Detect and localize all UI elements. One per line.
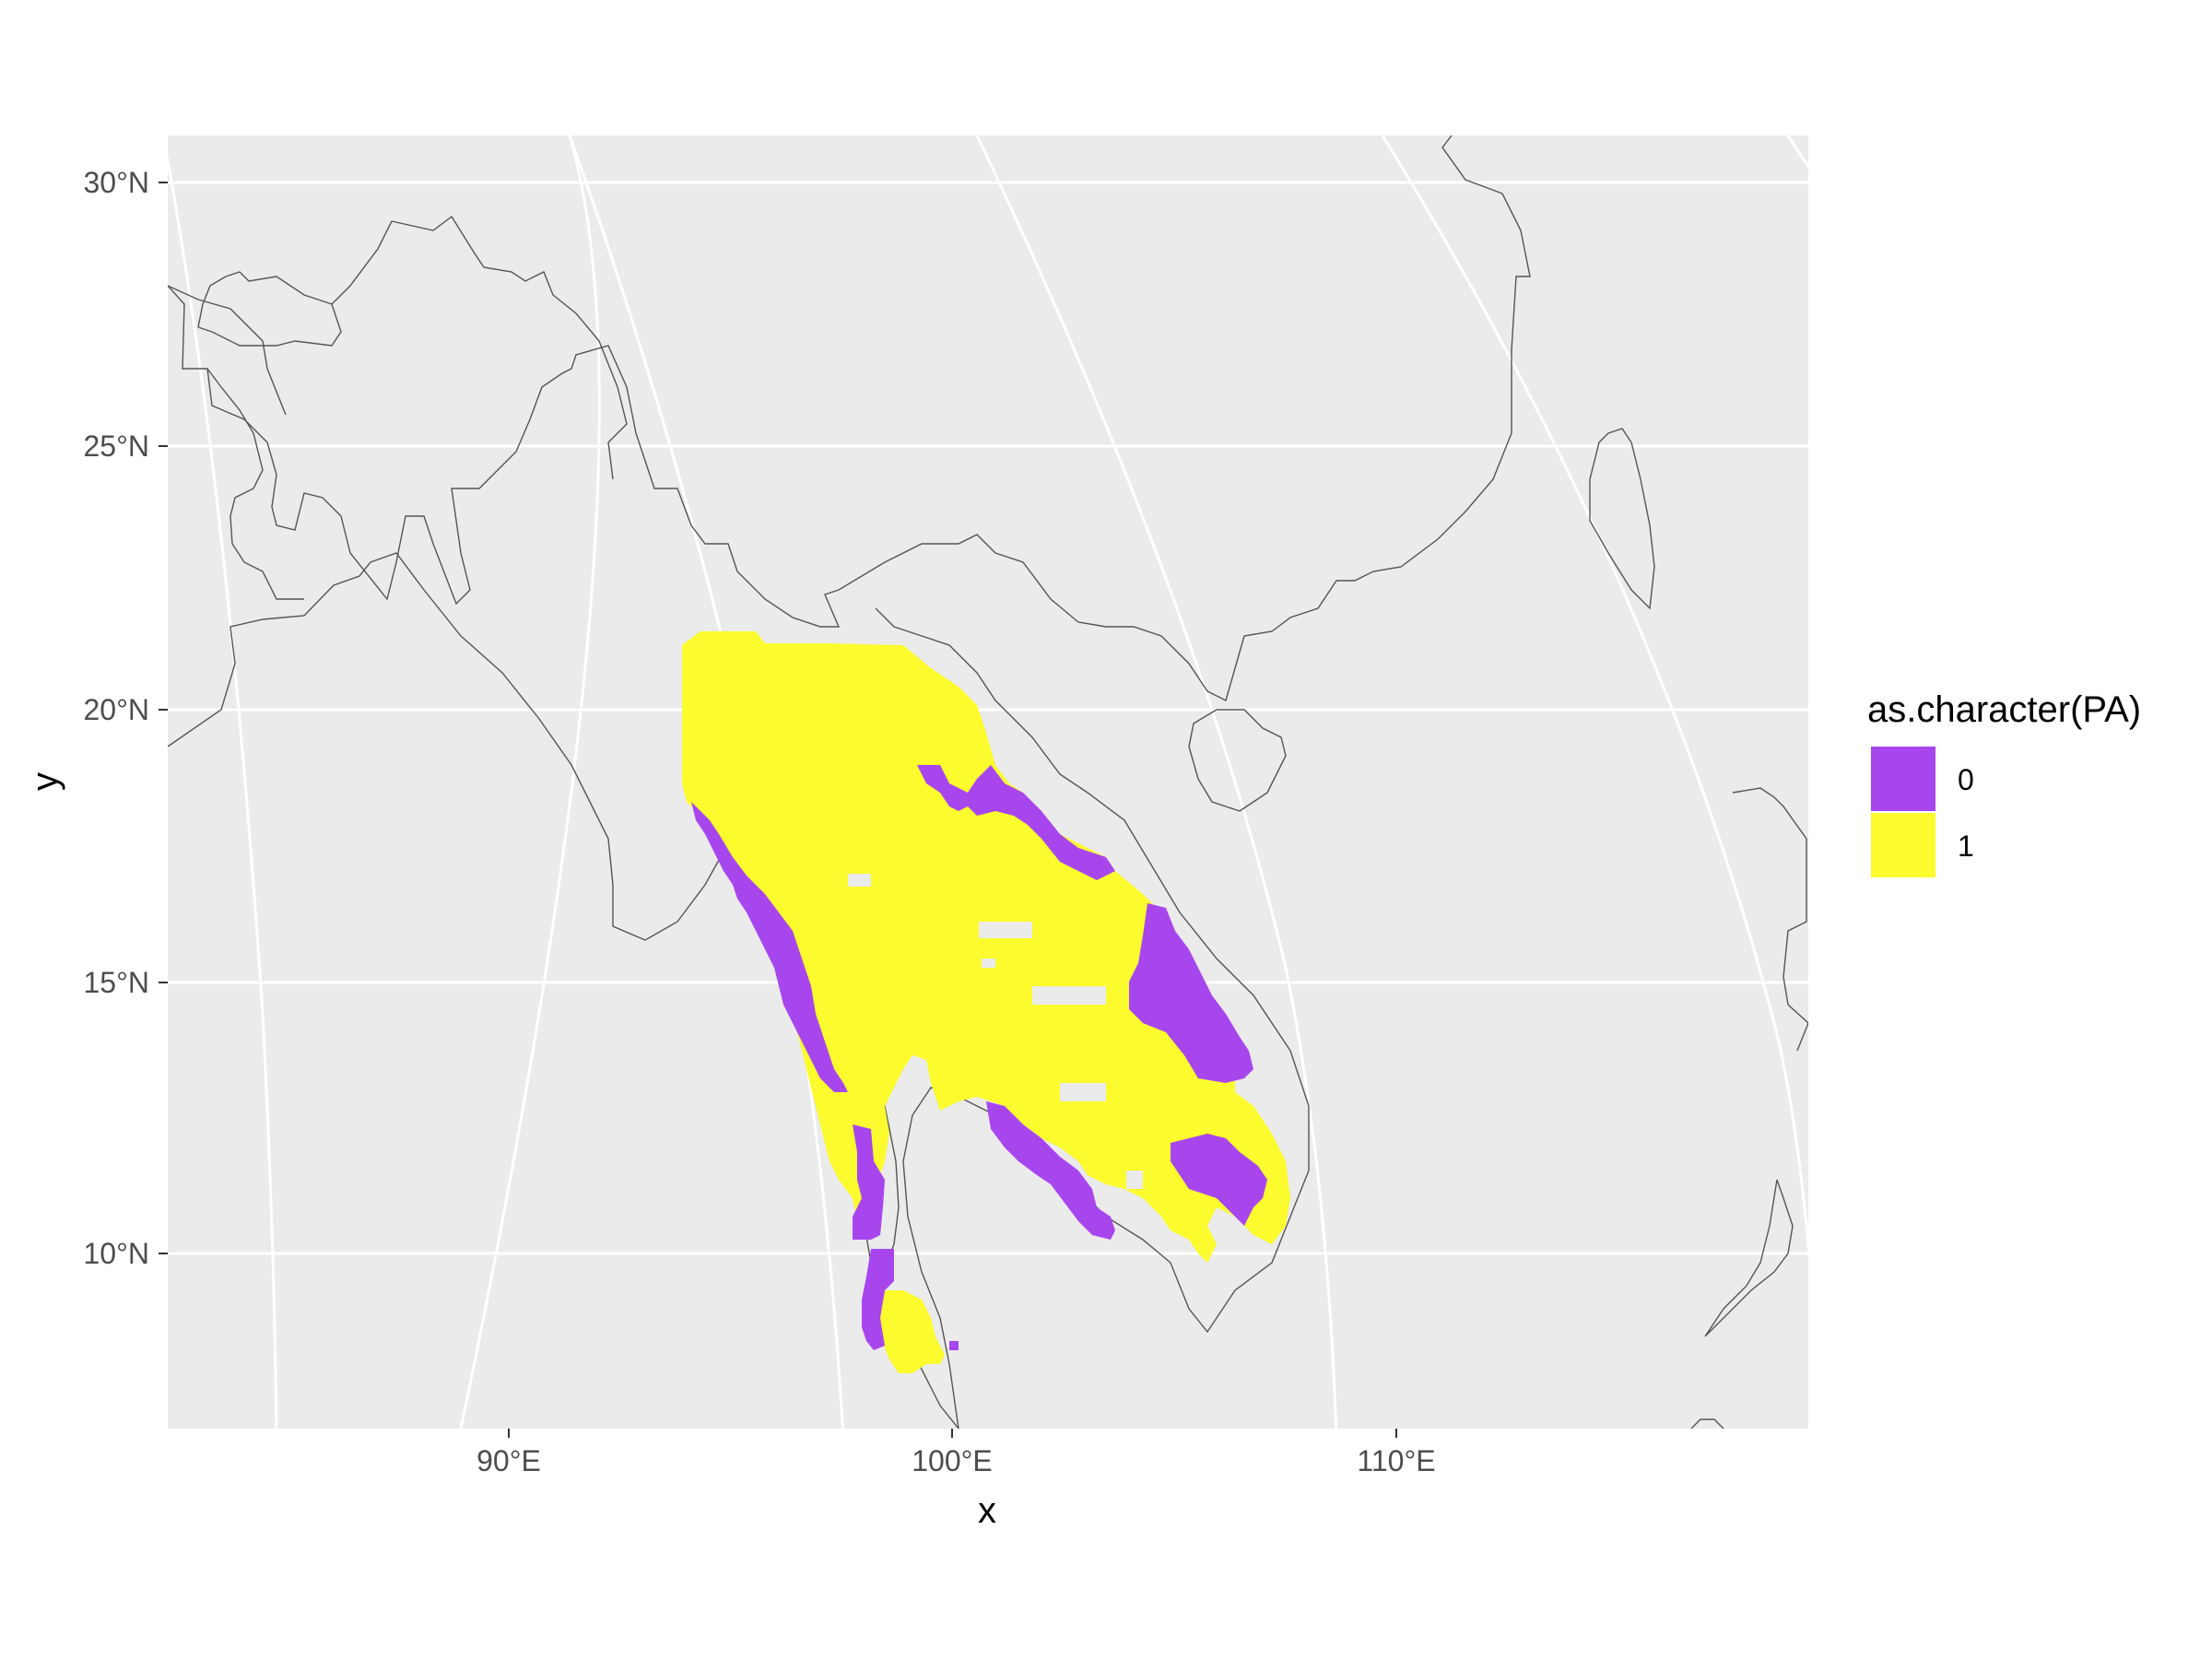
- legend-label-1: 1: [1958, 830, 1974, 863]
- border-bhutan: [197, 271, 342, 347]
- y-tick-label-15: 15°N: [84, 966, 150, 999]
- gap-cells-5: [1126, 1171, 1143, 1189]
- legend-key-0: [1871, 747, 1936, 811]
- philippines-south: [1704, 1179, 1794, 1337]
- presence-region-north: [682, 631, 1290, 1263]
- legend-title: as.character(PA): [1867, 689, 2141, 730]
- y-tick-label-25: 25°N: [84, 429, 150, 463]
- coastline-gulf-of-thailand: [875, 607, 1310, 1429]
- absence-region-west-south: [853, 1124, 885, 1240]
- gridline-lon-110: [1381, 135, 1808, 1261]
- x-tick-label-100: 100°E: [912, 1444, 993, 1477]
- border-india-nepal: [168, 285, 287, 416]
- taiwan-island: [1589, 428, 1655, 610]
- absence-region-cambodia-south: [986, 1101, 1115, 1240]
- y-tick-label-10: 10°N: [84, 1237, 150, 1270]
- absence-region-south-peninsula: [862, 1249, 894, 1350]
- gap-cells-6: [982, 959, 995, 968]
- x-tick-label-110: 110°E: [1357, 1444, 1435, 1477]
- absence-region-laos-north: [917, 765, 1115, 880]
- legend: as.character(PA) 0 1: [1867, 689, 2141, 877]
- gap-cells-2: [979, 922, 1032, 938]
- graticule-grid: [168, 135, 1808, 1429]
- y-tick-label-20: 20°N: [84, 693, 150, 726]
- philippines-luzon: [1732, 787, 1808, 1052]
- coastline-india-myanmar-thailand: [168, 552, 913, 1365]
- gap-cells-4: [1060, 1083, 1106, 1101]
- x-axis-title: x: [978, 1490, 996, 1531]
- absence-region-west: [691, 802, 848, 1092]
- border-china-south: [838, 135, 1531, 702]
- border-bangladesh: [206, 368, 304, 600]
- absence-region-vietnam-central: [1129, 903, 1253, 1083]
- coastlines: [168, 135, 1808, 1429]
- gridline-lon-120: [1786, 135, 1808, 170]
- x-axis-ticks: [508, 1429, 1397, 1438]
- legend-label-0: 0: [1958, 763, 1974, 796]
- distribution-raster: [682, 631, 1290, 1373]
- gap-cells-3: [1032, 986, 1106, 1005]
- legend-key-1: [1871, 813, 1936, 877]
- gridline-lon-90: [459, 135, 601, 1429]
- y-tick-label-30: 30°N: [84, 166, 150, 199]
- x-tick-label-90: 90°E: [477, 1444, 541, 1477]
- presence-region-south: [876, 1290, 945, 1373]
- y-axis-title: y: [25, 772, 65, 791]
- border-myanmar-china: [168, 285, 841, 628]
- borneo-tip: [1690, 1418, 1724, 1429]
- y-axis-ticks: [159, 182, 168, 1254]
- absence-dot-south: [949, 1341, 959, 1350]
- gridline-lon-100: [975, 135, 1338, 1429]
- hainan-island: [1188, 709, 1287, 812]
- border-tibet: [331, 215, 628, 480]
- gap-cells-1: [848, 874, 871, 887]
- absence-region-mekong: [1171, 1134, 1267, 1226]
- gridline-lon-80: [168, 152, 278, 1429]
